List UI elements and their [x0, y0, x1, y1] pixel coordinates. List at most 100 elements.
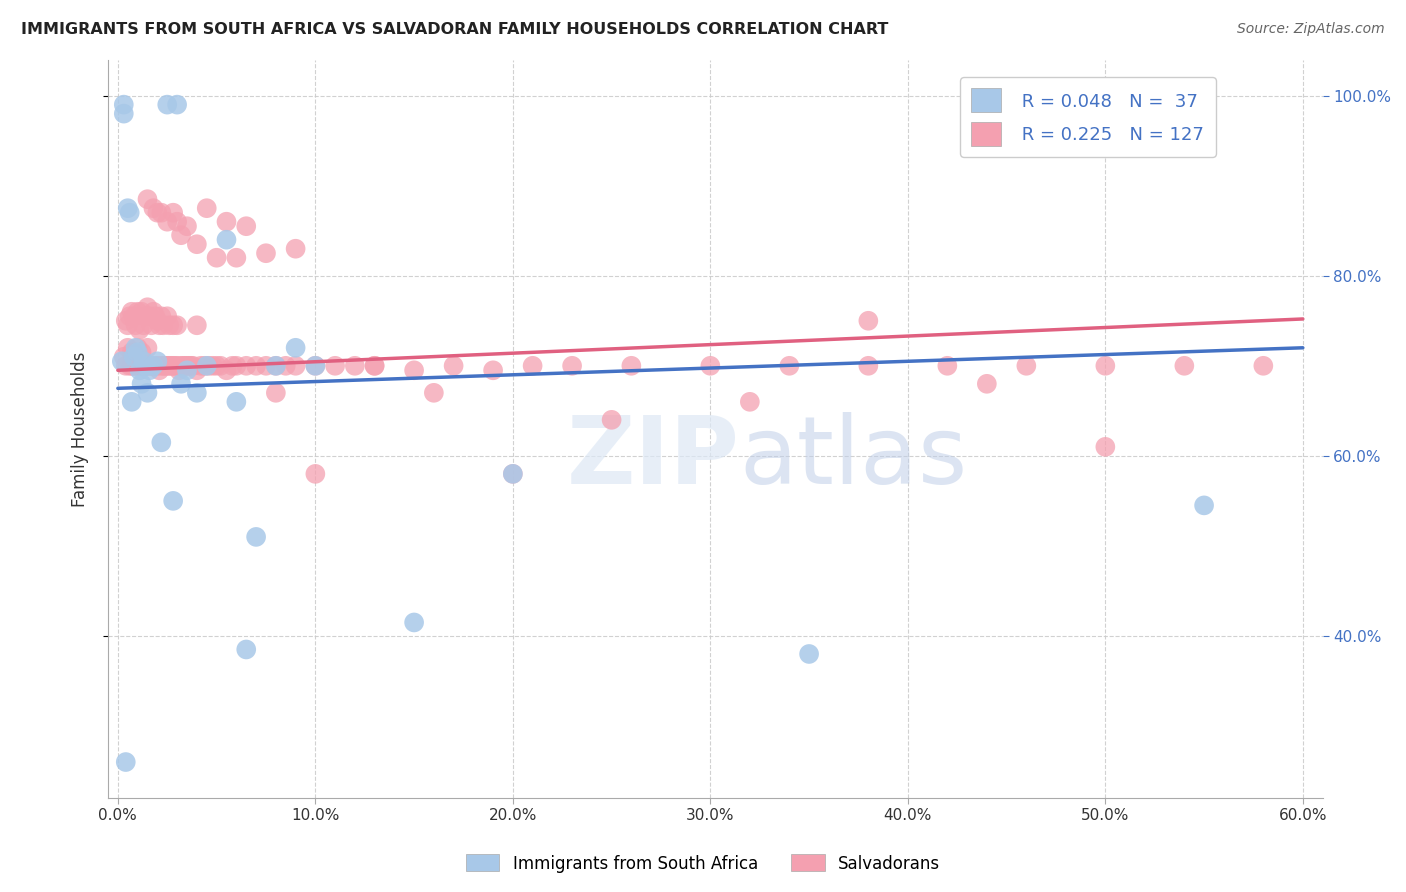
Point	[128, 363, 150, 377]
Point	[502, 467, 524, 481]
Point	[186, 363, 208, 377]
Point	[156, 215, 179, 229]
Point	[284, 242, 307, 256]
Point	[166, 97, 188, 112]
Point	[124, 341, 146, 355]
Point	[128, 323, 150, 337]
Point	[152, 318, 174, 333]
Point	[600, 413, 623, 427]
Point	[136, 385, 159, 400]
Point	[197, 359, 219, 373]
Point	[443, 359, 465, 373]
Point	[284, 359, 307, 373]
Point	[134, 359, 156, 373]
Point	[284, 341, 307, 355]
Point	[502, 467, 524, 481]
Point	[235, 219, 257, 234]
Point	[160, 359, 183, 373]
Point	[134, 359, 156, 373]
Point	[180, 359, 202, 373]
Point	[194, 359, 217, 373]
Point	[142, 305, 165, 319]
Point	[157, 318, 180, 333]
Point	[699, 359, 721, 373]
Point	[142, 359, 165, 373]
Point	[131, 345, 153, 359]
Point	[165, 359, 187, 373]
Point	[1015, 359, 1038, 373]
Point	[127, 359, 149, 373]
Point	[343, 359, 366, 373]
Point	[186, 318, 208, 333]
Point	[112, 350, 135, 364]
Point	[363, 359, 385, 373]
Point	[132, 318, 155, 333]
Point	[304, 467, 326, 481]
Point	[176, 363, 198, 377]
Legend: Immigrants from South Africa, Salvadorans: Immigrants from South Africa, Salvadoran…	[460, 847, 946, 880]
Point	[738, 394, 761, 409]
Point	[1173, 359, 1195, 373]
Point	[254, 246, 277, 260]
Point	[1253, 359, 1275, 373]
Point	[114, 314, 136, 328]
Point	[225, 359, 247, 373]
Point	[235, 642, 257, 657]
Point	[936, 359, 959, 373]
Point	[146, 354, 169, 368]
Point	[172, 359, 194, 373]
Point	[205, 251, 228, 265]
Point	[156, 359, 179, 373]
Point	[858, 314, 880, 328]
Point	[121, 345, 143, 359]
Point	[304, 359, 326, 373]
Point	[121, 359, 143, 373]
Point	[141, 318, 163, 333]
Point	[145, 310, 167, 324]
Point	[162, 359, 184, 373]
Point	[522, 359, 544, 373]
Point	[122, 350, 145, 364]
Point	[141, 359, 163, 373]
Point	[254, 359, 277, 373]
Point	[225, 251, 247, 265]
Point	[225, 394, 247, 409]
Point	[118, 359, 141, 373]
Point	[152, 359, 174, 373]
Point	[186, 385, 208, 400]
Point	[148, 318, 170, 333]
Text: IMMIGRANTS FROM SOUTH AFRICA VS SALVADORAN FAMILY HOUSEHOLDS CORRELATION CHART: IMMIGRANTS FROM SOUTH AFRICA VS SALVADOR…	[21, 22, 889, 37]
Point	[111, 354, 134, 368]
Point	[170, 228, 193, 243]
Point	[1094, 359, 1116, 373]
Point	[166, 359, 188, 373]
Point	[323, 359, 346, 373]
Point	[181, 359, 204, 373]
Point	[215, 215, 238, 229]
Point	[215, 233, 238, 247]
Point	[221, 359, 243, 373]
Point	[205, 359, 228, 373]
Point	[162, 205, 184, 219]
Point	[148, 363, 170, 377]
Point	[167, 363, 190, 377]
Point	[132, 359, 155, 373]
Point	[117, 341, 139, 355]
Point	[156, 97, 179, 112]
Point	[195, 201, 218, 215]
Point	[114, 359, 136, 373]
Point	[121, 394, 143, 409]
Point	[118, 205, 141, 219]
Point	[121, 305, 143, 319]
Point	[274, 359, 297, 373]
Point	[176, 359, 198, 373]
Point	[138, 310, 160, 324]
Point	[150, 359, 173, 373]
Point	[264, 359, 287, 373]
Point	[162, 494, 184, 508]
Point	[177, 359, 200, 373]
Point	[186, 237, 208, 252]
Point	[132, 354, 155, 368]
Point	[145, 359, 167, 373]
Point	[142, 201, 165, 215]
